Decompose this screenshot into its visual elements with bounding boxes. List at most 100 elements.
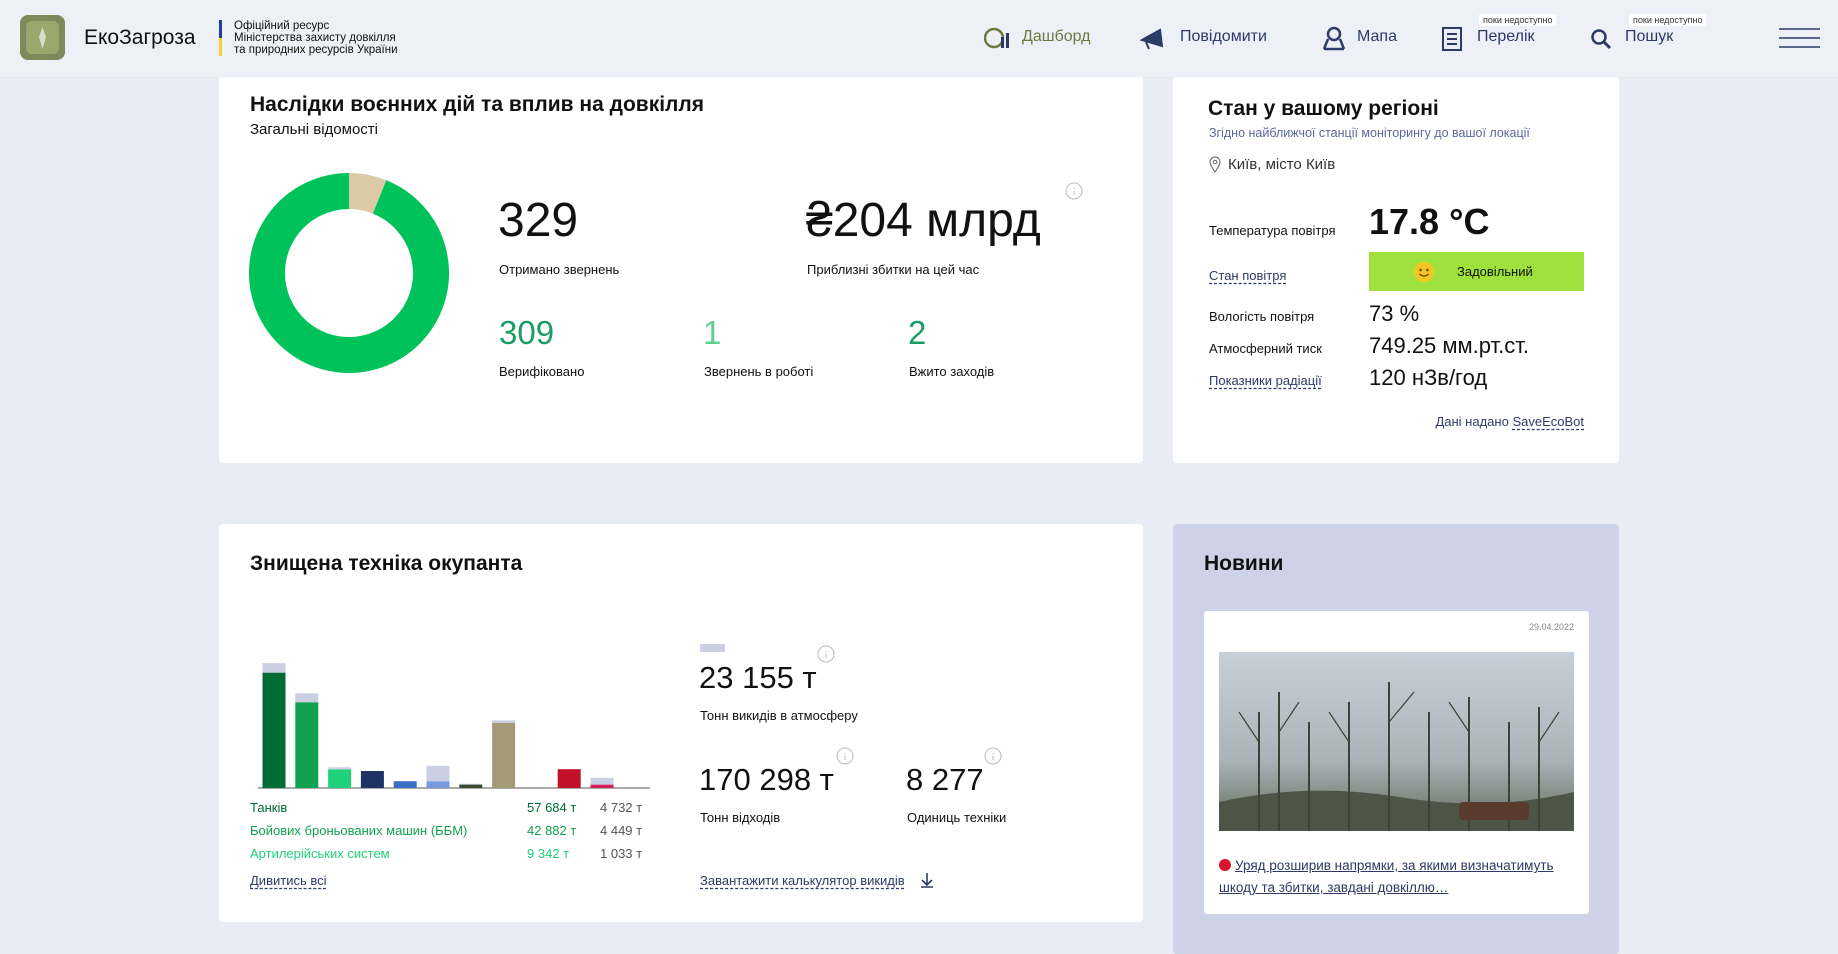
calculator-link[interactable]: Завантажити калькулятор викидів	[700, 873, 905, 888]
info-icon[interactable]	[1065, 182, 1083, 200]
org-line: Офіційний ресурс	[234, 20, 330, 32]
badge: поки недоступно	[1629, 14, 1707, 26]
row-label: Атмосферний тиск	[1209, 341, 1322, 356]
stat-value: 2	[908, 314, 927, 351]
info-icon[interactable]	[984, 747, 1002, 765]
stat-value: 170 298 т	[699, 762, 834, 797]
donut-chart	[249, 173, 449, 373]
legend-value: 42 882 т	[527, 823, 577, 838]
bar-segment	[557, 769, 581, 788]
see-all-link[interactable]: Дивитись всі	[250, 873, 327, 888]
card-subtitle: Згідно найближчої станції моніторингу до…	[1209, 126, 1530, 140]
nav-link[interactable]: Перелік	[1477, 28, 1535, 45]
stat-label: Одиниць техніки	[907, 810, 1007, 825]
search-icon	[1591, 29, 1612, 50]
badge: поки недоступно	[1479, 14, 1557, 26]
info-icon[interactable]	[836, 747, 854, 765]
legend-value: 57 684 т	[527, 800, 577, 815]
row-value: 120 нЗв/год	[1369, 365, 1488, 390]
org-text: Офіційний ресурс Міністерства захисту до…	[234, 20, 398, 56]
stat-label: Звернень в роботі	[704, 364, 814, 379]
stat-label: Тонн відходів	[700, 810, 781, 825]
row-label[interactable]: Стан повітря	[1209, 268, 1287, 283]
map-icon	[1322, 26, 1346, 51]
row-value: 749.25 мм.рт.ст.	[1369, 333, 1530, 358]
stat-value: 8 277	[906, 762, 984, 797]
dashboard-icon	[984, 27, 1009, 49]
pin-icon	[1209, 156, 1221, 173]
row-label: Вологість повітря	[1209, 309, 1315, 324]
card-subtitle: Загальні відомості	[250, 121, 378, 138]
bar-segment	[328, 769, 352, 788]
stat-value: 23 155 т	[699, 660, 817, 695]
card-title: Стан у вашому регіоні	[1208, 97, 1439, 120]
legend-emission: 4 732 т	[600, 800, 643, 815]
stat-value: 309	[499, 314, 555, 351]
news-headline[interactable]: Уряд розширив напрямки, за якими визнача…	[1219, 855, 1579, 899]
donut-segment	[249, 173, 449, 373]
legend-emission: 1 033 т	[600, 846, 643, 861]
equipment-card	[219, 524, 1143, 922]
card-title: Знищена техніка окупанта	[250, 552, 523, 575]
org-line: та природних ресурсів України	[234, 44, 398, 56]
bar-segment	[426, 765, 450, 782]
nav-link[interactable]: Пошук	[1625, 28, 1674, 45]
legend-swatch	[700, 644, 725, 652]
legend-emission: 4 449 т	[600, 823, 643, 838]
row-value: 17.8 °C	[1369, 201, 1490, 242]
news-dot	[1219, 859, 1231, 871]
bar-segment	[459, 784, 483, 788]
list-icon	[1442, 27, 1462, 51]
bar-segment	[492, 723, 516, 788]
row-label: Температура повітря	[1209, 223, 1336, 238]
source-link[interactable]: SaveEcoBot	[1512, 414, 1584, 429]
nav-link[interactable]: Дашборд	[1022, 28, 1091, 45]
info-icon[interactable]	[817, 645, 835, 663]
news-date: 29.04.2022	[1528, 622, 1574, 632]
report-icon	[1140, 28, 1164, 50]
smile-icon	[1414, 262, 1434, 282]
air-quality-value: Задовільний	[1457, 264, 1533, 279]
stat-label: Приблизні збитки на цей час	[807, 262, 980, 277]
bar-segment	[295, 693, 319, 703]
legend-name: Танків	[250, 800, 288, 815]
nav-link[interactable]: Мапа	[1357, 28, 1397, 45]
bar-segment	[426, 781, 450, 788]
bar-chart	[258, 663, 650, 789]
bar-segment	[590, 784, 614, 788]
legend-value: 9 342 т	[527, 846, 570, 861]
air-quality-badge	[1369, 252, 1584, 291]
bar-segment	[295, 702, 319, 788]
donut-segment	[348, 173, 387, 214]
row-label[interactable]: Показники радіації	[1209, 373, 1322, 388]
news-headline-text[interactable]: Уряд розширив напрямки, за якими визнача…	[1219, 858, 1554, 895]
stat-label: Вжито заходів	[909, 364, 995, 379]
bar-segment	[262, 663, 286, 673]
card-title: Новини	[1204, 552, 1284, 575]
bar-segment	[360, 771, 384, 788]
news-image[interactable]	[1219, 652, 1574, 831]
brand[interactable]: ЕкоЗагроза	[84, 26, 196, 49]
bar-segment	[262, 672, 286, 788]
org-line: Міністерства захисту довкілля	[234, 32, 396, 44]
stat-label: Верифіковано	[499, 364, 585, 379]
logo[interactable]	[20, 15, 65, 60]
impact-card	[219, 60, 1143, 463]
bar-segment	[590, 777, 614, 785]
stat-value: ₴204 млрд	[806, 194, 1041, 247]
location: Київ, місто Київ	[1228, 156, 1336, 173]
legend-name: Артилерійських систем	[250, 846, 390, 861]
stat-value: 329	[498, 194, 579, 247]
menu-button[interactable]	[1779, 27, 1820, 49]
bar-segment	[459, 783, 483, 785]
nav-link[interactable]: Повідомити	[1180, 28, 1267, 45]
bar-segment	[492, 720, 516, 723]
legend-name: Бойових броньованих машин (ББМ)	[250, 823, 468, 838]
flag-blue	[219, 20, 222, 38]
bar-segment	[328, 767, 352, 770]
bar-segment	[393, 781, 417, 788]
stat-value: 1	[703, 314, 722, 351]
stat-label: Тонн викидів в атмосферу	[700, 708, 858, 723]
